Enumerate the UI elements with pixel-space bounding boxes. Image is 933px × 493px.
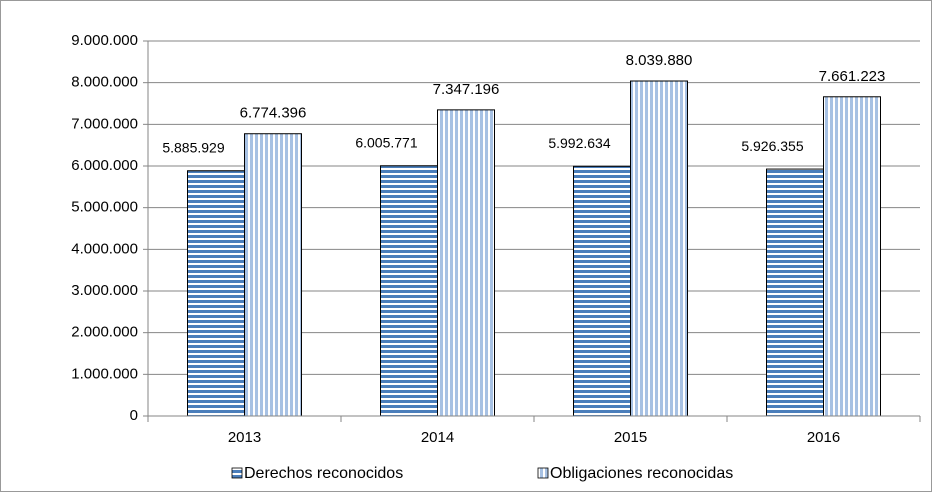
y-tick-label: 6.000.000 [71, 157, 138, 174]
x-tick-label: 2016 [807, 429, 840, 446]
data-label: 7.347.196 [433, 81, 500, 98]
y-tick-label: 7.000.000 [71, 115, 138, 132]
y-tick-label: 3.000.000 [71, 282, 138, 299]
data-label: 5.885.929 [162, 139, 224, 155]
x-tick-label: 2015 [614, 429, 647, 446]
y-tick-label: 4.000.000 [71, 240, 138, 257]
data-label: 7.661.223 [819, 68, 886, 85]
legend-label: Obligaciones reconocidas [550, 465, 733, 482]
data-label: 6.005.771 [355, 134, 417, 150]
bar [437, 109, 495, 417]
bar [573, 165, 631, 417]
bar [187, 170, 245, 417]
y-tick-label: 8.000.000 [71, 74, 138, 91]
bar [380, 165, 438, 417]
data-label: 6.774.396 [240, 105, 307, 122]
y-tick-label: 9.000.000 [71, 32, 138, 49]
legend-swatch [537, 467, 549, 479]
data-label: 5.992.634 [548, 135, 610, 151]
x-tick-label: 2013 [228, 429, 261, 446]
bar [630, 80, 688, 417]
data-label: 5.926.355 [741, 138, 803, 154]
legend-label: Derechos reconocidos [244, 465, 403, 482]
legend-swatch [231, 467, 243, 479]
y-tick-label: 2.000.000 [71, 324, 138, 341]
data-label: 8.039.880 [626, 52, 693, 69]
bar [244, 133, 302, 417]
y-tick-label: 0 [130, 407, 138, 424]
y-tick-label: 1.000.000 [71, 365, 138, 382]
bar [823, 96, 881, 417]
x-tick-label: 2014 [421, 429, 454, 446]
y-tick-label: 5.000.000 [71, 199, 138, 216]
bar [766, 168, 824, 417]
